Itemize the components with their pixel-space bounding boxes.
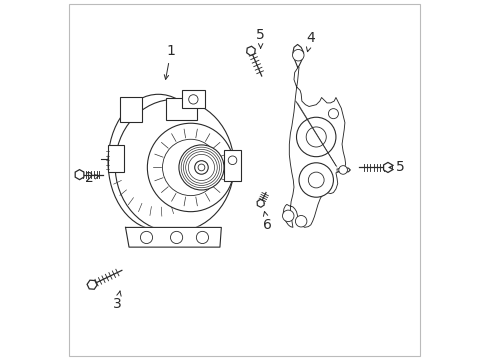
Circle shape <box>298 163 333 197</box>
Polygon shape <box>283 67 345 227</box>
FancyBboxPatch shape <box>120 97 142 122</box>
Circle shape <box>179 145 224 190</box>
Polygon shape <box>257 199 264 207</box>
Ellipse shape <box>115 99 234 232</box>
Text: 6: 6 <box>263 212 272 232</box>
Polygon shape <box>246 46 255 55</box>
Text: 1: 1 <box>164 44 175 79</box>
Text: 5: 5 <box>388 161 404 175</box>
Circle shape <box>308 172 324 188</box>
Circle shape <box>188 95 198 104</box>
Circle shape <box>198 164 204 171</box>
Circle shape <box>140 231 152 244</box>
Circle shape <box>296 117 335 157</box>
Text: 4: 4 <box>306 31 315 51</box>
Circle shape <box>295 216 306 227</box>
Polygon shape <box>125 228 221 247</box>
Circle shape <box>338 166 346 174</box>
Circle shape <box>183 149 219 185</box>
FancyBboxPatch shape <box>166 98 197 120</box>
Circle shape <box>292 49 304 61</box>
Text: 3: 3 <box>113 291 122 311</box>
Circle shape <box>228 156 236 165</box>
Circle shape <box>188 154 214 180</box>
Circle shape <box>181 147 221 188</box>
Polygon shape <box>87 280 97 289</box>
Polygon shape <box>292 44 303 67</box>
Circle shape <box>162 139 219 195</box>
Polygon shape <box>75 170 84 180</box>
Circle shape <box>170 231 183 244</box>
Circle shape <box>305 127 325 147</box>
Ellipse shape <box>108 94 208 230</box>
FancyBboxPatch shape <box>107 145 124 172</box>
Ellipse shape <box>147 123 234 212</box>
Circle shape <box>328 109 338 119</box>
FancyBboxPatch shape <box>224 150 241 181</box>
Polygon shape <box>336 167 349 172</box>
FancyBboxPatch shape <box>182 90 204 108</box>
Circle shape <box>185 152 217 183</box>
Circle shape <box>194 161 208 174</box>
Text: 2: 2 <box>85 171 100 185</box>
Polygon shape <box>383 162 391 172</box>
Circle shape <box>196 231 208 244</box>
Text: 5: 5 <box>256 28 264 48</box>
Circle shape <box>282 210 293 222</box>
